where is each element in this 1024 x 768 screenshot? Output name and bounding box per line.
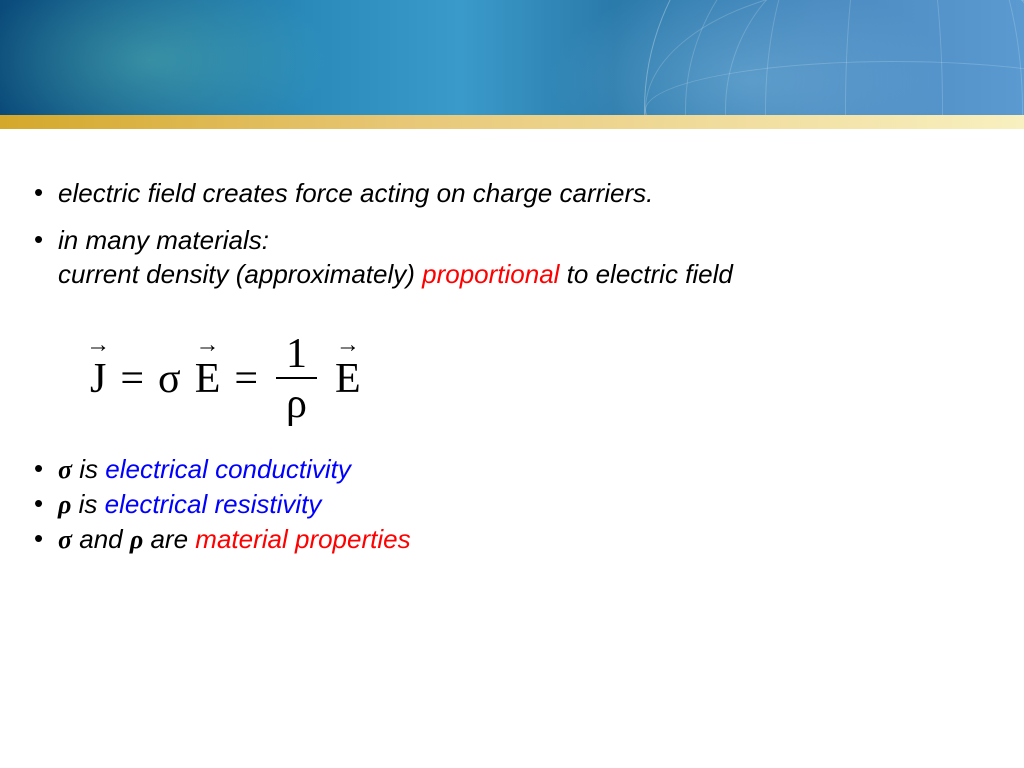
bullet-icon: • — [30, 224, 58, 255]
text-highlight-blue: electrical resistivity — [105, 489, 322, 519]
bullet-icon: • — [30, 453, 58, 484]
list-item: • ρ is electrical resistivity — [30, 488, 994, 521]
equals-sign: = — [234, 355, 258, 403]
text-fragment: and — [72, 524, 130, 554]
header-banner — [0, 0, 1024, 115]
bullet-text: ρ is electrical resistivity — [58, 488, 994, 521]
symbol-sigma: σ — [58, 455, 72, 484]
text-highlight-red: material properties — [195, 524, 410, 554]
vector-E: → E — [335, 355, 361, 403]
fraction-denominator: ρ — [276, 377, 317, 425]
fraction: 1 ρ — [276, 333, 317, 425]
bullet-text: electric field creates force acting on c… — [58, 177, 994, 210]
text-fragment: is — [72, 454, 105, 484]
gold-accent-bar — [0, 115, 1024, 129]
equation-symbol: E — [335, 356, 361, 402]
bullet-icon: • — [30, 488, 58, 519]
bullet-list-top: • electric field creates force acting on… — [30, 177, 994, 291]
bullet-text: σ is electrical conductivity — [58, 453, 994, 486]
list-item: • electric field creates force acting on… — [30, 177, 994, 210]
symbol-rho: ρ — [130, 525, 143, 554]
text-fragment: to electric field — [559, 259, 732, 289]
equation-symbol: σ — [158, 355, 181, 403]
vector-arrow-icon: → — [196, 333, 220, 357]
text-fragment: are — [143, 524, 195, 554]
bullet-icon: • — [30, 523, 58, 554]
slide-content: • electric field creates force acting on… — [0, 129, 1024, 557]
bullet-text: in many materials: current density (appr… — [58, 224, 994, 291]
text-line: current density (approximately) proporti… — [58, 259, 733, 289]
vector-E: → E — [195, 355, 221, 403]
list-item: • in many materials: current density (ap… — [30, 224, 994, 291]
vector-J: → J — [90, 355, 106, 403]
bullet-list-defs: • σ is electrical conductivity • ρ is el… — [30, 453, 994, 557]
equation-symbol: E — [195, 356, 221, 402]
fraction-numerator: 1 — [280, 333, 313, 377]
text-highlight-red: proportional — [422, 259, 559, 289]
equation-symbol: J — [90, 356, 106, 402]
symbol-sigma: σ — [58, 525, 72, 554]
globe-decor — [644, 0, 1024, 115]
bullet-text: σ and ρ are material properties — [58, 523, 994, 556]
vector-arrow-icon: → — [86, 333, 110, 357]
text-highlight-blue: electrical conductivity — [105, 454, 351, 484]
vector-arrow-icon: → — [336, 333, 360, 357]
list-item: • σ and ρ are material properties — [30, 523, 994, 556]
text-fragment: current density (approximately) — [58, 259, 422, 289]
bullet-icon: • — [30, 177, 58, 208]
symbol-rho: ρ — [58, 490, 71, 519]
equals-sign: = — [120, 355, 144, 403]
list-item: • σ is electrical conductivity — [30, 453, 994, 486]
text-line: in many materials: — [58, 225, 269, 255]
equation-block: → J = σ → E = 1 ρ → E — [30, 305, 994, 453]
text-fragment: is — [71, 489, 104, 519]
